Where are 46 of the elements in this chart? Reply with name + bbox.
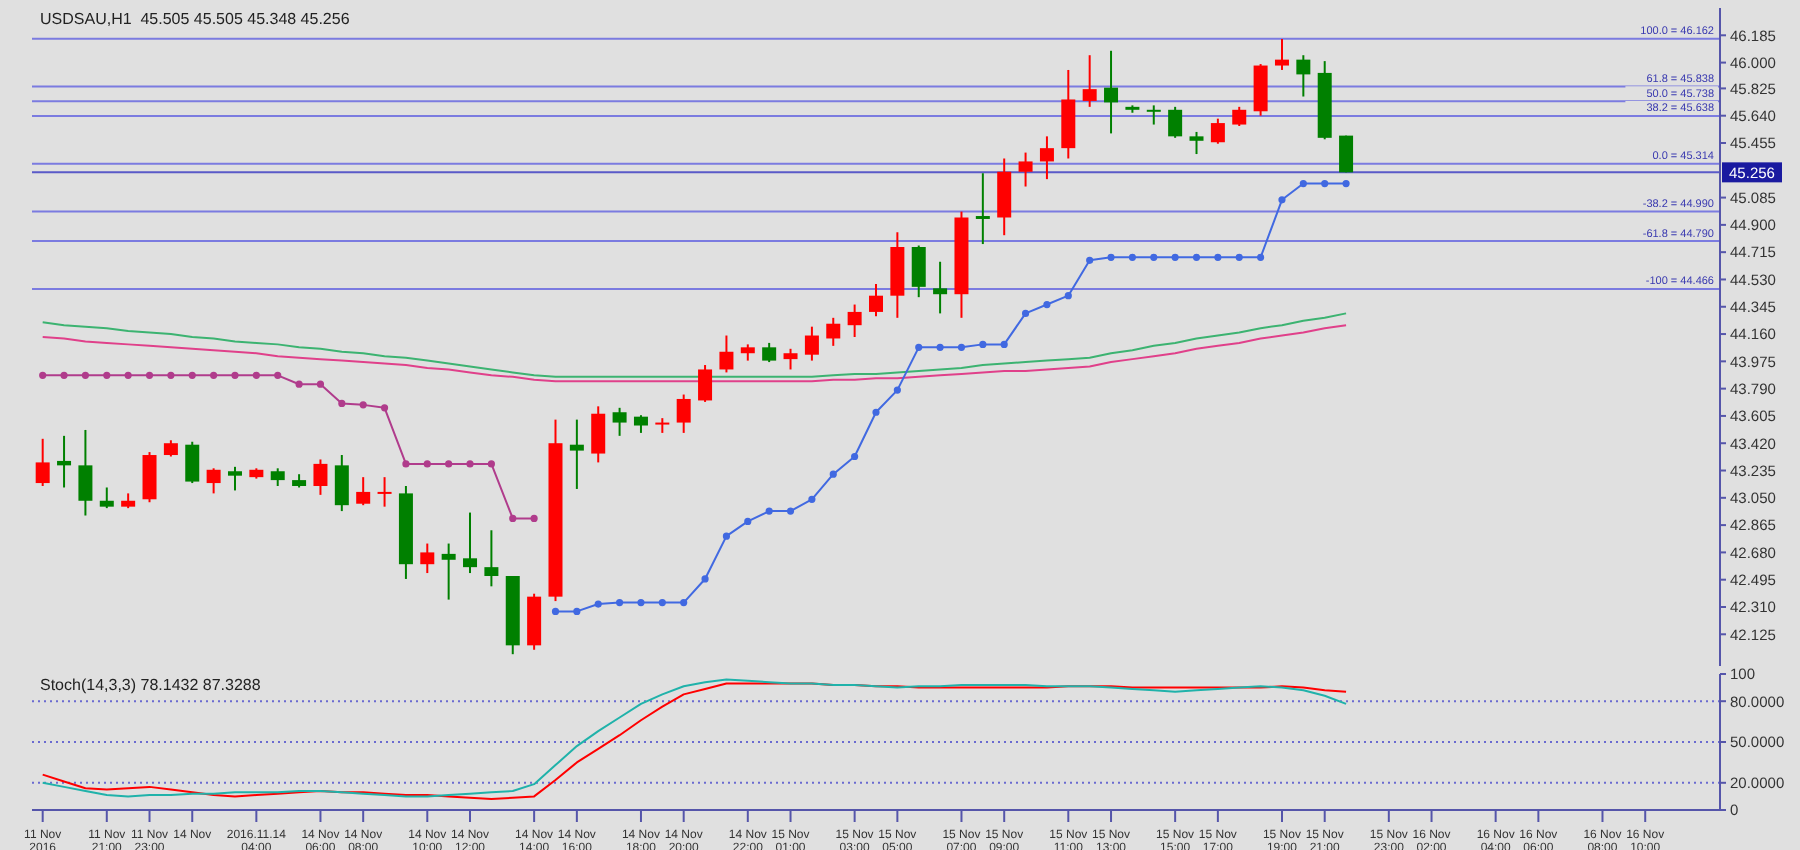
candlestick: [997, 157, 1012, 237]
candlestick: [377, 476, 392, 508]
candlestick: [206, 467, 221, 495]
candlestick: [1296, 54, 1311, 98]
candlestick: [698, 364, 713, 403]
candlestick: [719, 334, 734, 374]
candlestick: [676, 393, 691, 434]
candlestick: [1253, 63, 1268, 117]
candlestick: [762, 341, 777, 364]
candlestick: [911, 244, 926, 299]
candlestick: [1210, 117, 1225, 145]
candlestick: [569, 418, 584, 490]
candlestick: [1082, 54, 1097, 108]
candlestick: [1274, 37, 1289, 71]
candlestick: [1018, 151, 1033, 188]
candlestick: [313, 458, 328, 496]
candlestick: [78, 428, 93, 517]
candlestick: [142, 451, 157, 504]
candlestick: [227, 465, 242, 492]
candlestick: [826, 316, 841, 347]
candlestick: [1039, 135, 1054, 181]
candlestick: [484, 529, 499, 588]
candlestick: [1232, 105, 1247, 128]
candlestick: [612, 406, 627, 437]
candlestick: [441, 542, 456, 601]
candlestick: [1146, 104, 1161, 126]
candlestick: [463, 511, 478, 575]
chart-title: USDSAU,H1 45.505 45.505 45.348 45.256: [40, 10, 350, 28]
chart-title: Stoch(14,3,3) 78.1432 87.3288: [40, 676, 261, 694]
candlestick: [356, 476, 371, 507]
candlestick: [1189, 130, 1204, 156]
candlestick: [869, 282, 883, 318]
candlestick: [420, 542, 435, 575]
candlestick: [57, 434, 72, 489]
candlestick: [591, 405, 606, 464]
candlestick: [185, 440, 200, 485]
candlestick: [334, 454, 349, 513]
candlestick: [35, 437, 50, 488]
candlestick: [933, 260, 948, 315]
candlestick: [1168, 105, 1183, 139]
candlestick: [783, 347, 798, 371]
candlestick: [804, 325, 819, 362]
candlestick: [1104, 49, 1119, 135]
candlestick: [847, 303, 862, 338]
candlestick: [975, 172, 990, 246]
candlestick: [99, 486, 114, 510]
